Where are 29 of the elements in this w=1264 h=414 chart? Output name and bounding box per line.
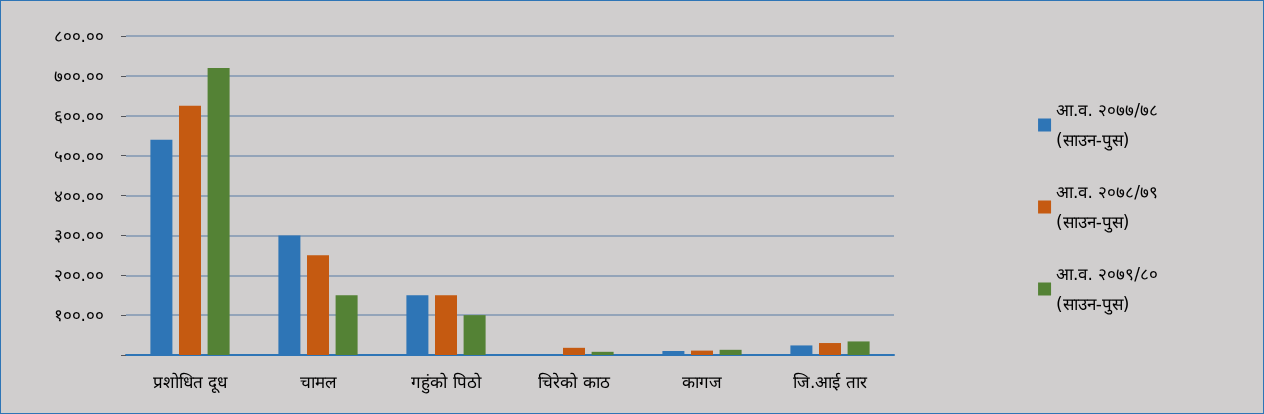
legend-label: आ.व. २०७९/८० (साउन-पुस)	[1056, 264, 1159, 315]
bar	[307, 255, 329, 355]
bar	[819, 343, 841, 355]
bar	[179, 105, 201, 355]
bar	[435, 295, 457, 355]
bar	[847, 341, 870, 355]
y-tick-label: २००.००	[53, 265, 104, 286]
x-tick-label: प्रशोधित दूध	[152, 371, 229, 393]
y-tick-label: ३००.००	[53, 225, 104, 246]
bar	[719, 349, 742, 355]
bar	[563, 347, 585, 355]
legend-label: आ.व. २०७८/७९ (साउन-पुस)	[1056, 182, 1159, 233]
bar	[591, 351, 614, 355]
y-tick-label: ५००.००	[53, 145, 104, 166]
y-tick-label: ६००.००	[53, 105, 104, 126]
y-tick-label: ७००.००	[53, 65, 104, 86]
bar	[207, 67, 230, 355]
y-tick-label: ८००.००	[53, 26, 104, 46]
x-tick-label: चिरेको काठ	[538, 371, 611, 392]
bar	[335, 295, 358, 355]
y-tick-label: ४००.००	[53, 185, 104, 206]
x-tick-label: जि.आई तार	[793, 371, 868, 392]
x-tick-label: कागज	[682, 371, 722, 392]
legend-label: आ.व. २०७७/७८ (साउन-पुस)	[1056, 100, 1159, 151]
bar	[463, 315, 486, 355]
x-tick-label: गहुंको पिठो	[411, 371, 482, 394]
bar	[691, 350, 713, 355]
x-tick-label: चामल	[299, 371, 337, 392]
y-tick-label: १००.००	[53, 305, 104, 326]
